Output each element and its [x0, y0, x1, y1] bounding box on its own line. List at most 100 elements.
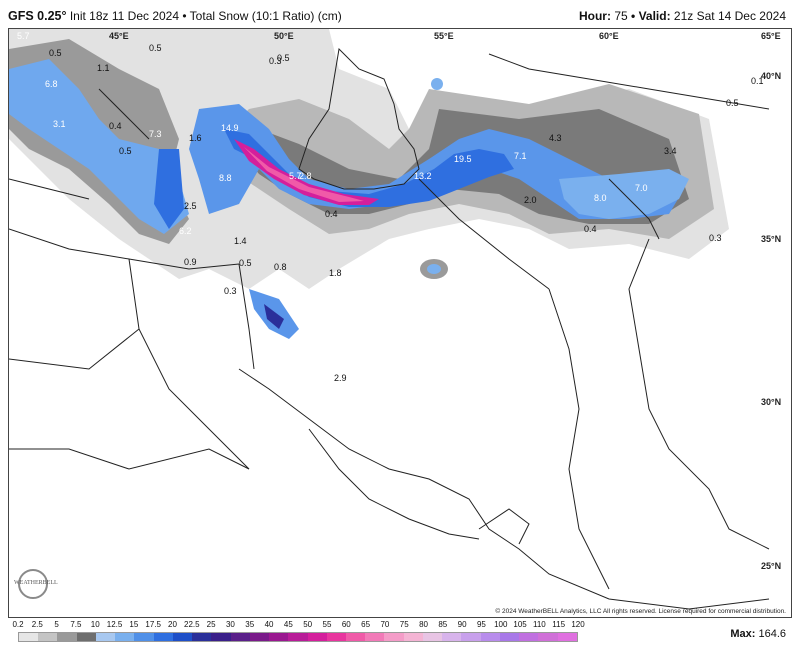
snow-amount-label: 0.5	[119, 146, 132, 156]
colorbar-swatch	[422, 633, 443, 641]
colorbar-tick-label: 25	[206, 620, 216, 629]
snow-amount-label: 1.6	[189, 133, 202, 143]
colorbar-swatch	[480, 633, 500, 641]
snow-amount-label: 1.8	[329, 268, 342, 278]
colorbar-swatch	[442, 633, 462, 641]
colorbar-tick-label: 10	[90, 620, 100, 629]
graticule: 45°E 50°E 55°E 60°E 65°E 40°N 35°N 30°N …	[109, 31, 781, 571]
colorbar-swatch	[115, 633, 135, 641]
colorbar-tick-label: 5	[54, 620, 59, 629]
snow-amount-label: 2.0	[524, 195, 537, 205]
colorbar-swatch	[230, 633, 250, 641]
colorbar-tick-label: 115	[552, 620, 566, 629]
snow-amount-label: 2.5	[184, 201, 197, 211]
snow-amount-label: 6.8	[45, 79, 58, 89]
snow-amount-label: 0.1	[751, 76, 764, 86]
colorbar-swatch	[153, 633, 173, 641]
colorbar-tick-label: 55	[322, 620, 332, 629]
snow-amount-label: 0.3	[224, 286, 237, 296]
map-canvas: 45°E 50°E 55°E 60°E 65°E 40°N 35°N 30°N …	[9, 29, 781, 610]
colorbar-swatch	[249, 633, 270, 641]
header-left: GFS 0.25° Init 18z 11 Dec 2024 • Total S…	[8, 9, 342, 23]
lon-60-label: 60°E	[599, 31, 619, 41]
colorbar-swatch	[461, 633, 481, 641]
snow-shading	[9, 29, 729, 339]
snow-map: 45°E 50°E 55°E 60°E 65°E 40°N 35°N 30°N …	[8, 28, 792, 618]
lat-35-label: 35°N	[761, 234, 781, 244]
valid-label: • Valid:	[631, 9, 671, 23]
lon-50-label: 50°E	[274, 31, 294, 41]
colorbar-tick-label: 22.5	[183, 620, 200, 629]
colorbar-swatch	[57, 633, 77, 641]
lat-30-label: 30°N	[761, 397, 781, 407]
colorbar-tick-label: 15	[129, 620, 139, 629]
snow-amount-label: 0.5	[277, 53, 290, 63]
colorbar-swatch	[192, 633, 212, 641]
colorbar-tick-label: 35	[245, 620, 255, 629]
colorbar-tick-label: 12.5	[106, 620, 123, 629]
colorbar-swatch	[288, 633, 308, 641]
snow-amount-label: 2.9	[334, 373, 347, 383]
snow-amount-label: 13.2	[414, 171, 432, 181]
colorbar-tick-label: 110	[532, 620, 546, 629]
max-value: Max: 164.6	[730, 628, 786, 640]
snow-amount-label: 3.4	[664, 146, 677, 156]
colorbar-swatch	[269, 633, 289, 641]
colorbar-swatch	[76, 633, 96, 641]
colorbar-tick-label: 95	[476, 620, 486, 629]
snow-amount-label: 14.9	[221, 123, 239, 133]
colorbar-swatch	[134, 633, 154, 641]
init-info: Init 18z 11 Dec 2024 • Total Snow (10:1 …	[69, 9, 342, 23]
colorbar-tick-label: 50	[303, 620, 313, 629]
hour-value: 75	[614, 9, 628, 23]
colorbar-tick-label: 85	[438, 620, 448, 629]
valid-value: 21z Sat 14 Dec 2024	[673, 9, 786, 23]
snow-amount-label: 8.8	[219, 173, 232, 183]
snow-amount-label: 0.5	[149, 43, 162, 53]
snow-amount-label: 0.4	[584, 224, 597, 234]
max-label: Max:	[730, 628, 756, 640]
model-name: GFS 0.25°	[8, 9, 67, 23]
colorbar-swatch	[365, 633, 385, 641]
colorbar-tick-label: 17.5	[145, 620, 161, 629]
colorbar-tick-label: 65	[361, 620, 371, 629]
colorbar-swatch	[38, 633, 58, 641]
colorbar-swatch	[403, 633, 423, 641]
colorbar-tick-label: 2.5	[31, 620, 43, 629]
colorbar-tick-label: 70	[380, 620, 390, 629]
colorbar-tick-label: 60	[341, 620, 351, 629]
colorbar-tick-label: 40	[264, 620, 274, 629]
max-number: 164.6	[758, 628, 786, 640]
snow-amount-label: 7.1	[514, 151, 527, 161]
colorbar-legend: 0.2 2.5 5 7.5 10 12.5 15 17.5 20 22.5 25 30 35 40 45 50…	[12, 620, 585, 650]
colorbar-swatch	[345, 633, 366, 641]
lat-25-label: 25°N	[761, 561, 781, 571]
colorbar-tick-label: 80	[419, 620, 428, 629]
snow-amount-label: 0.9	[184, 257, 197, 267]
snow-amount-label: 7.0	[635, 183, 648, 193]
snow-amount-label: 0.5	[726, 98, 739, 108]
snow-amount-label: 8.0	[594, 193, 607, 203]
colorbar-swatch	[499, 633, 520, 641]
colorbar-swatch	[538, 633, 558, 641]
colorbar-swatch	[326, 633, 346, 641]
snow-amount-label: 4.3	[549, 133, 562, 143]
map-header: GFS 0.25° Init 18z 11 Dec 2024 • Total S…	[0, 0, 800, 28]
map-borders	[9, 47, 770, 610]
logo-text: WEATHERBELL	[14, 580, 58, 586]
snow-amount-label: 6.2	[179, 226, 192, 236]
snow-amount-label: 0.4	[109, 121, 122, 131]
colorbar-swatch	[307, 633, 327, 641]
snow-amount-label: 19.5	[454, 154, 472, 164]
snow-amount-label: 0.4	[325, 209, 338, 219]
colorbar-tick-label: 75	[399, 620, 409, 629]
snow-amount-label: 5.7	[17, 31, 30, 41]
hour-label: Hour:	[578, 9, 611, 23]
lon-45-label: 45°E	[109, 31, 129, 41]
colorbar-tick-label: 100	[494, 620, 508, 629]
weatherbell-logo: WEATHERBELL	[14, 567, 62, 605]
colorbar-swatch	[19, 633, 39, 641]
colorbar-tick-label: 0.2	[12, 620, 24, 629]
snow-amount-label: 2.8	[299, 171, 312, 181]
snow-amount-label: 1.4	[234, 236, 247, 246]
